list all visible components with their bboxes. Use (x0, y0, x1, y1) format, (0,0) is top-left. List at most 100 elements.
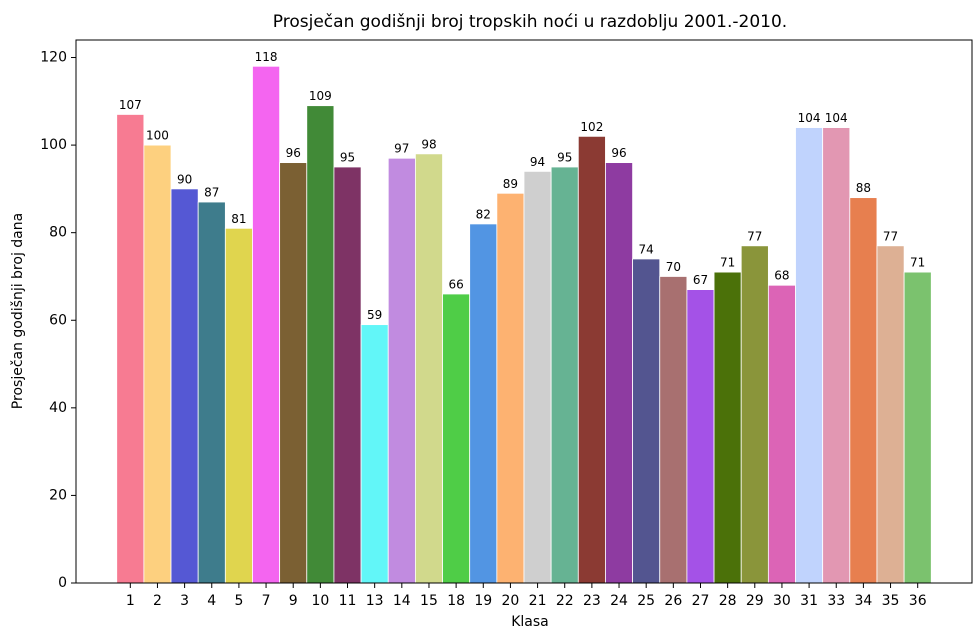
value-label: 88 (856, 181, 871, 195)
value-label: 70 (666, 260, 681, 274)
value-label: 107 (119, 98, 142, 112)
y-tick-label: 120 (40, 50, 67, 66)
x-tick-label: 36 (909, 593, 927, 609)
y-tick-label: 20 (49, 487, 67, 503)
x-tick-label: 27 (692, 593, 710, 609)
x-tick-label: 25 (637, 593, 655, 609)
bar (849, 197, 878, 584)
value-label: 77 (747, 229, 762, 243)
value-label: 94 (530, 155, 545, 169)
value-label: 95 (340, 150, 355, 164)
x-tick-label: 10 (311, 593, 329, 609)
x-tick-label: 14 (393, 593, 411, 609)
bar (876, 245, 905, 584)
bar (306, 105, 335, 584)
bar (360, 324, 389, 584)
x-tick-label: 34 (854, 593, 872, 609)
x-tick-label: 9 (289, 593, 298, 609)
value-label: 96 (611, 146, 626, 160)
bar (170, 188, 199, 584)
chart-title: Prosječan godišnji broj tropskih noći u … (273, 12, 787, 32)
value-label: 89 (503, 177, 518, 191)
x-tick-label: 4 (207, 593, 216, 609)
x-tick-label: 31 (800, 593, 818, 609)
bar (686, 289, 715, 584)
value-label: 67 (693, 273, 708, 287)
bar (822, 127, 851, 584)
x-tick-label: 2 (153, 593, 162, 609)
bar (767, 284, 796, 584)
x-tick-label: 21 (529, 593, 547, 609)
x-tick-label: 24 (610, 593, 628, 609)
value-label: 59 (367, 308, 382, 322)
bar (414, 153, 443, 584)
y-axis-label: Prosječan godišnji broj dana (10, 213, 26, 409)
x-tick-label: 11 (339, 593, 357, 609)
bar (252, 65, 281, 584)
value-label: 98 (421, 137, 436, 151)
x-tick-label: 7 (262, 593, 271, 609)
value-label: 96 (286, 146, 301, 160)
value-label: 100 (146, 129, 169, 143)
y-tick-label: 80 (49, 225, 67, 241)
bar (143, 144, 172, 584)
bar (333, 166, 362, 584)
y-tick-label: 100 (40, 137, 67, 153)
value-label: 81 (231, 212, 246, 226)
bar (713, 271, 742, 584)
bar (632, 258, 661, 584)
bar (469, 223, 498, 584)
value-label: 104 (825, 111, 848, 125)
bar (740, 245, 769, 584)
plot-frame (75, 39, 973, 584)
x-tick-label: 13 (366, 593, 384, 609)
value-label: 118 (255, 50, 278, 64)
x-tick-label: 33 (827, 593, 845, 609)
bar (903, 271, 932, 584)
x-tick-label: 30 (773, 593, 791, 609)
value-label: 74 (639, 242, 654, 256)
x-tick-label: 22 (556, 593, 574, 609)
x-tick-label: 15 (420, 593, 438, 609)
bar (577, 135, 606, 584)
bar (387, 157, 416, 584)
bar (659, 276, 688, 584)
x-tick-label: 18 (447, 593, 465, 609)
x-tick-label: 3 (180, 593, 189, 609)
value-label: 97 (394, 142, 409, 156)
x-tick-label: 29 (746, 593, 764, 609)
bar (116, 114, 145, 584)
bar (550, 166, 579, 584)
x-tick-label: 5 (234, 593, 243, 609)
value-label: 102 (580, 120, 603, 134)
x-tick-label: 1 (126, 593, 135, 609)
value-label: 71 (720, 256, 735, 270)
value-label: 68 (774, 269, 789, 283)
bar (279, 162, 308, 584)
x-tick-label: 19 (474, 593, 492, 609)
bar (523, 170, 552, 584)
bar (795, 127, 824, 584)
value-label: 104 (798, 111, 821, 125)
value-label: 82 (476, 207, 491, 221)
bar (496, 192, 525, 584)
value-label: 77 (883, 229, 898, 243)
x-tick-label: 20 (502, 593, 520, 609)
x-axis-label: Klasa (511, 614, 549, 630)
y-tick-label: 40 (49, 400, 67, 416)
bar (605, 162, 634, 584)
x-tick-label: 28 (719, 593, 737, 609)
value-label: 95 (557, 150, 572, 164)
y-tick-label: 60 (49, 312, 67, 328)
value-label: 87 (204, 186, 219, 200)
y-tick-label: 0 (58, 575, 67, 591)
bar (197, 201, 226, 584)
x-tick-label: 23 (583, 593, 601, 609)
bar (442, 293, 471, 584)
value-label: 71 (910, 256, 925, 270)
x-tick-label: 35 (882, 593, 900, 609)
value-label: 90 (177, 172, 192, 186)
value-label: 109 (309, 89, 332, 103)
